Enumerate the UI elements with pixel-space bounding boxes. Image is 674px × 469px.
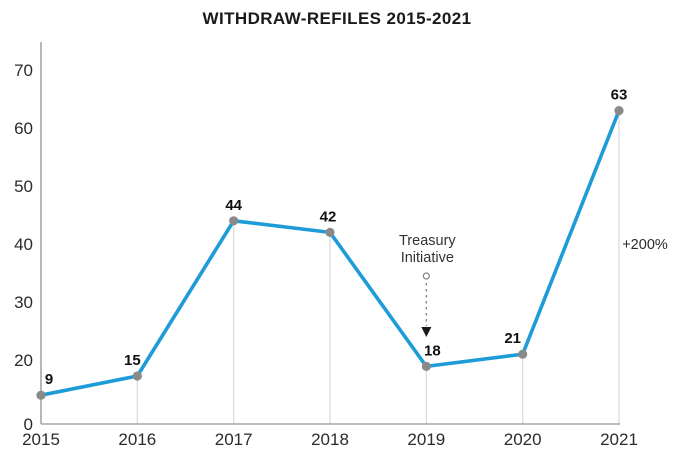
y-tick-label: 70	[14, 61, 33, 80]
data-point	[614, 106, 624, 116]
data-point	[229, 216, 239, 226]
x-tick-label: 2017	[215, 430, 253, 449]
growth-percentage-label: +200%	[622, 237, 668, 253]
annotation-arrowhead-icon	[421, 327, 432, 337]
annotation-circle	[422, 272, 430, 280]
x-tick-label: 2021	[600, 430, 638, 449]
data-point	[421, 361, 431, 371]
x-tick-label: 2015	[22, 430, 60, 449]
data-point-label: 21	[504, 330, 521, 347]
x-tick-label: 2018	[311, 430, 349, 449]
data-point	[36, 390, 46, 400]
annotation-text-line1: Treasury	[399, 233, 456, 249]
data-point	[325, 227, 335, 237]
y-tick-label: 60	[14, 119, 33, 138]
y-tick-label: 30	[14, 293, 33, 312]
data-point-label: 9	[45, 371, 53, 388]
x-tick-label: 2016	[118, 430, 156, 449]
x-tick-label: 2020	[504, 430, 542, 449]
y-tick-label: 40	[14, 235, 33, 254]
data-point-label: 15	[124, 352, 141, 369]
data-point-label: 63	[611, 87, 628, 104]
data-point-label: 42	[320, 208, 337, 225]
data-point-label: 44	[225, 197, 242, 214]
data-point-label: 18	[424, 342, 441, 359]
chart-title: WITHDRAW-REFILES 2015-2021	[202, 9, 472, 28]
y-tick-label: 50	[14, 177, 33, 196]
data-point	[132, 371, 142, 381]
data-point	[518, 349, 528, 359]
x-tick-label: 2019	[407, 430, 445, 449]
annotation-text-line2: Initiative	[401, 250, 454, 266]
y-tick-label: 20	[14, 351, 33, 370]
y-tick-label: 0	[24, 415, 33, 434]
